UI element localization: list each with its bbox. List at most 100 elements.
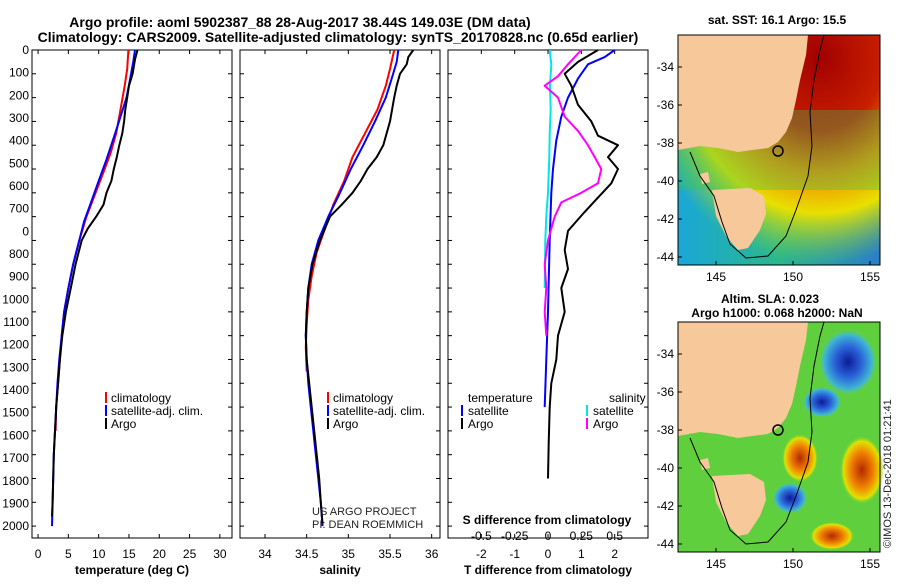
x-tick-label: 0 (35, 547, 42, 561)
legend-label-sal-satellite: satellite (593, 404, 634, 418)
series-line-argo (51, 49, 139, 517)
sst-isobath (689, 34, 825, 259)
depth-tick-label: 800 (9, 247, 29, 261)
x-tick-label: 10 (92, 547, 106, 561)
temperature-legend: climatology satellite-adj. clim. Argo (105, 391, 203, 431)
sla-warm-eddy (810, 522, 854, 550)
s-tick-label: 0.25 (570, 529, 594, 543)
depth-tick-label: 1900 (2, 496, 29, 510)
sla-map-title-2: Argo h1000: 0.068 h2000: NaN (691, 306, 862, 320)
depth-tick-label: 0 (22, 43, 29, 57)
legend-label-temp-satellite: satellite (468, 404, 509, 418)
depth-tick-labels: 0 100 200 300 400 500 600 700 0 800 900 1000 1100 120… (2, 43, 29, 533)
lon-label: 155 (860, 557, 880, 571)
temperature-panel-frame (31, 49, 233, 539)
legend-label-satellite: satellite-adj. clim. (333, 404, 425, 418)
sla-isobath (689, 321, 825, 545)
temperature-panel: 0 5 10 15 20 25 30 (32, 49, 232, 561)
title-line-1: Argo profile: aoml 5902387_88 28-Aug-201… (69, 14, 530, 30)
sla-warm-eddy (782, 434, 818, 482)
s-tick-label: -0.25 (501, 529, 529, 543)
depth-tick-label: 1600 (2, 428, 29, 442)
x-tick-label: 20 (153, 547, 167, 561)
depth-tick-label: 1200 (2, 338, 29, 352)
depth-tick-label: 1300 (2, 360, 29, 374)
lat-label: -40 (657, 461, 675, 475)
depth-tick-label: 700 (9, 202, 29, 216)
salinity-panel-frame (239, 49, 441, 539)
lon-label: 145 (706, 270, 726, 284)
depth-tick-label: 1100 (3, 315, 29, 329)
lat-label: -34 (657, 60, 675, 74)
depth-tick-label: 2000 (2, 519, 29, 533)
series-line-argo (304, 49, 415, 524)
x-tick-label: 25 (183, 547, 197, 561)
depth-tick-label: 500 (9, 156, 29, 170)
series-line-salinity-satellite (543, 49, 553, 289)
legend-label-climatology: climatology (333, 391, 393, 405)
australia-mainland (678, 322, 808, 438)
depth-tick-label: 600 (9, 179, 29, 193)
difference-panel: -2 -1 0 1 2 -0.5 -0.25 0 0.25 0.5 (448, 49, 648, 561)
pi-watermark: PI: DEAN ROEMMICH (312, 519, 423, 531)
x-tick-label: 30 (213, 547, 227, 561)
difference-salinity-xlabel: S difference from climatology (463, 513, 632, 527)
difference-legend: temperature satellite Argo salinity sate… (461, 391, 646, 431)
sla-map-frame (677, 321, 881, 553)
s-tick-label: 0 (545, 529, 552, 543)
salinity-xlabel: salinity (319, 563, 361, 577)
x-tick-label: 0 (545, 547, 552, 561)
lon-label: 150 (783, 557, 803, 571)
tasmania (712, 474, 766, 536)
series-line-salinity-argo (543, 49, 603, 336)
map-axis-labels: -34 -36 -38 -40 -42 -44 145 150 155 -34 -36 -38 -40 -… (657, 60, 881, 571)
lat-label: -34 (657, 347, 675, 361)
sla-map (677, 321, 884, 553)
legend-title-temperature: temperature (468, 391, 533, 405)
legend-label-argo: Argo (111, 417, 137, 431)
sst-map-title: sat. SST: 16.1 Argo: 15.5 (708, 13, 847, 27)
depth-tick-label: 1500 (2, 406, 29, 420)
legend-label-temp-argo: Argo (468, 417, 494, 431)
x-tick-label: 2 (611, 547, 618, 561)
sst-map (677, 34, 881, 266)
depth-tick-label: 100 (9, 66, 29, 80)
australia-mainland (678, 35, 808, 152)
sla-cold-eddy (818, 328, 878, 396)
legend-label-climatology: climatology (111, 391, 171, 405)
king-island (700, 172, 710, 184)
lat-label: -42 (657, 499, 675, 513)
s-tick-label: 0.5 (606, 529, 623, 543)
x-tick-label: 1 (578, 547, 585, 561)
lon-label: 150 (783, 270, 803, 284)
depth-tick-label: 1400 (2, 383, 29, 397)
lon-label: 155 (860, 270, 880, 284)
sla-argo-location-marker (772, 424, 784, 436)
sla-map-title-1: Altim. SLA: 0.023 (721, 292, 819, 306)
legend-label-sal-argo: Argo (593, 417, 619, 431)
x-tick-label: -2 (476, 547, 487, 561)
series-line-temperature-argo (547, 49, 619, 479)
s-tick-label: -0.5 (471, 529, 492, 543)
depth-tick-label: 300 (9, 111, 29, 125)
depth-tick-label: 200 (9, 88, 29, 102)
tasmania (712, 188, 766, 250)
depth-tick-label: 400 (9, 134, 29, 148)
legend-label-argo: Argo (333, 417, 359, 431)
sla-cold-eddy (772, 482, 808, 514)
depth-tick-label: 1800 (2, 474, 29, 488)
lat-label: -42 (657, 212, 675, 226)
lat-label: -44 (657, 250, 675, 264)
depth-tick-label: 1000 (2, 292, 29, 306)
depth-tick-label: 0 (22, 224, 29, 238)
lat-label: -36 (657, 385, 675, 399)
x-tick-label: 5 (65, 547, 72, 561)
legend-label-satellite: satellite-adj. clim. (111, 404, 203, 418)
salinity-legend: climatology satellite-adj. clim. Argo (327, 391, 425, 431)
x-tick-label: 35 (342, 547, 356, 561)
x-tick-label: 34 (258, 547, 272, 561)
difference-xlabel: T difference from climatology (464, 563, 632, 577)
title-line-2: Climatology: CARS2009. Satellite-adjuste… (38, 29, 639, 45)
sla-cold-eddy (802, 386, 842, 418)
